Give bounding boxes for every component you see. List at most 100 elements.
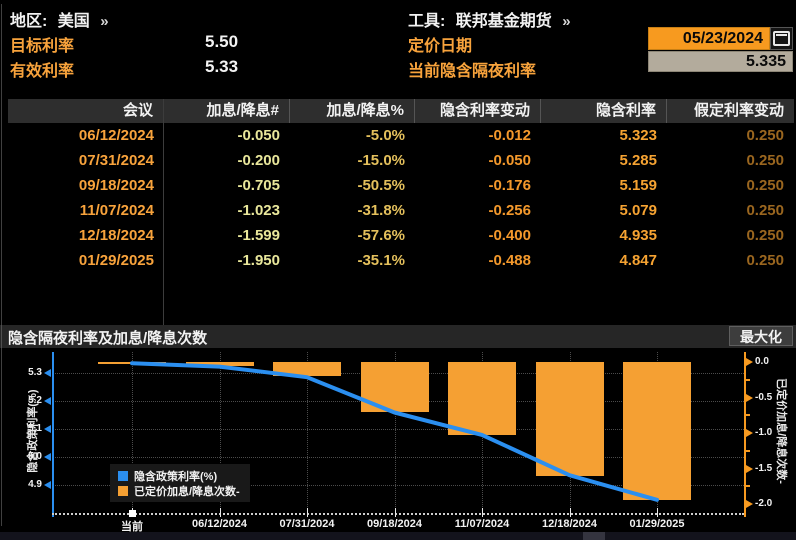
table-cell: 11/07/2024 — [79, 202, 154, 219]
right-axis-tick — [746, 393, 753, 402]
table-row[interactable]: 01/29/2025 -1.950 -35.1% -0.488 4.847 0.250 — [8, 248, 794, 273]
cut-bar — [623, 362, 691, 501]
right-axis-tick — [746, 429, 753, 437]
left-axis-tick — [44, 453, 51, 461]
table-cell: -0.400 — [488, 227, 531, 244]
x-axis-label: 11/07/2024 — [454, 518, 510, 530]
table-cell: 01/29/2025 — [78, 252, 154, 269]
x-axis-label: 01/29/2025 — [629, 518, 685, 530]
table-cell: -35.1% — [357, 252, 405, 269]
meetings-table: 06/12/2024 -0.050 -5.0% -0.012 5.323 0.250 07/… — [8, 123, 794, 273]
table-cell: -0.012 — [488, 127, 531, 144]
left-axis-tick-label: 5.3 — [28, 367, 42, 378]
table-cell: 12/18/2024 — [78, 227, 154, 244]
table-cell: 09/18/2024 — [78, 177, 154, 194]
tool-selector[interactable]: 工具: 联邦基金期货 » — [408, 7, 571, 31]
right-axis-tick-label: -0.5 — [755, 391, 773, 403]
right-axis-tick — [746, 500, 753, 508]
x-axis-tick — [307, 508, 308, 517]
table-cell: 0.250 — [746, 252, 784, 269]
right-axis-line — [744, 352, 746, 517]
cut-bar — [185, 362, 254, 366]
x-axis-label: 09/18/2024 — [366, 518, 423, 530]
effective-rate-label: 有效利率 — [10, 63, 75, 80]
chevron-right-icon: » — [100, 13, 109, 30]
table-cell: -31.8% — [357, 202, 405, 219]
current-date-marker[interactable] — [129, 510, 136, 517]
tool-value: 联邦基金期货 — [455, 13, 552, 30]
maximize-button[interactable]: 最大化 — [729, 326, 793, 346]
table-cell: -0.176 — [488, 177, 531, 194]
table-cell: -1.599 — [237, 227, 280, 244]
cut-bar — [535, 362, 604, 476]
legend-swatch-icon — [118, 485, 128, 496]
table-cell: 07/31/2024 — [78, 152, 154, 169]
table-cell: -0.705 — [237, 177, 280, 194]
region-label: 地区: — [10, 13, 48, 30]
table-row[interactable]: 07/31/2024 -0.200 -15.0% -0.050 5.285 0.250 — [8, 148, 794, 173]
legend-item: 隐含政策利率(%) — [118, 468, 240, 483]
left-axis-tick-label: 5.1 — [28, 423, 42, 434]
table-cell: -15.0% — [357, 152, 405, 169]
target-rate-label: 目标利率 — [10, 38, 75, 55]
table-row[interactable]: 06/12/2024 -0.050 -5.0% -0.012 5.323 0.250 — [8, 123, 794, 148]
left-axis-tick-label: 5.2 — [28, 395, 42, 406]
column-header: 会议 — [8, 99, 164, 123]
table-cell: 5.159 — [619, 177, 657, 194]
x-axis-tick — [569, 508, 571, 517]
window-left-edge — [1, 4, 2, 526]
region-selector[interactable]: 地区: 美国 » — [10, 7, 109, 31]
calendar-icon — [773, 31, 790, 46]
left-axis-tick — [44, 425, 51, 433]
chart-title: 隐含隔夜利率及加息/降息次数 — [8, 330, 208, 347]
x-axis-label: 12/18/2024 — [541, 518, 598, 530]
left-axis-tick — [44, 369, 51, 377]
left-axis-title: 隐含政策利率(%) — [27, 389, 39, 473]
calendar-button[interactable] — [770, 27, 793, 50]
cut-bar — [98, 362, 166, 364]
legend-swatch-icon — [118, 470, 128, 481]
target-rate-value: 5.50 — [205, 32, 239, 51]
chart-titlebar: 隐含隔夜利率及加息/降息次数 最大化 — [0, 325, 796, 348]
table-cell: -5.0% — [365, 127, 405, 144]
table-row[interactable]: 11/07/2024 -1.023 -31.8% -0.256 5.079 0.250 — [8, 198, 794, 223]
table-header-row: 会议 加息/降息# 加息/降息% 隐含利率变动 隐含利率 假定利率变动 — [8, 99, 794, 123]
column-header: 假定利率变动 — [693, 102, 784, 119]
table-cell: 06/12/2024 — [78, 127, 154, 144]
x-axis-tick — [657, 508, 658, 517]
table-row[interactable]: 12/18/2024 -1.599 -57.6% -0.400 4.935 0.250 — [8, 223, 794, 248]
right-axis-tick-label: -1.5 — [755, 462, 773, 474]
table-cell: 5.285 — [619, 152, 657, 169]
table-cell: -57.6% — [357, 227, 405, 244]
cut-bar — [360, 362, 429, 413]
table-cell: -0.488 — [488, 252, 531, 269]
column-header: 加息/降息% — [290, 99, 415, 123]
right-axis-tick-label: 0.0 — [755, 356, 769, 367]
right-axis-minor-tick — [745, 414, 750, 417]
right-axis-minor-tick — [745, 449, 750, 452]
x-axis-tick — [394, 508, 396, 517]
scrollbar-thumb[interactable] — [583, 532, 605, 540]
implied-overnight-value-field[interactable]: 5.335 — [648, 51, 793, 72]
pricing-date-input[interactable]: 05/23/2024 — [648, 27, 770, 50]
table-cell: 0.250 — [746, 177, 784, 194]
bottom-scrollbar[interactable] — [0, 532, 796, 540]
pricing-date-label: 定价日期 — [408, 38, 473, 55]
table-row[interactable]: 09/18/2024 -0.705 -50.5% -0.176 5.159 0.250 — [8, 173, 794, 198]
x-axis-line — [52, 513, 744, 515]
right-axis-tick-label: -1.0 — [755, 427, 773, 438]
table-cell: 5.079 — [619, 202, 657, 219]
tool-label: 工具: — [408, 13, 446, 30]
table-cell: -0.050 — [488, 152, 531, 169]
right-axis-title: 已定价加息/降息次数- — [775, 378, 787, 484]
column-header: 隐含利率变动 — [415, 99, 541, 123]
legend-label: 已定价加息/降息次数- — [134, 485, 240, 498]
table-cell: 4.935 — [619, 227, 657, 244]
chevron-right-icon: » — [562, 13, 571, 30]
x-axis-label: 当前 — [121, 521, 143, 533]
table-cell: 4.847 — [619, 252, 657, 269]
implied-overnight-label: 当前隐含隔夜利率 — [408, 63, 537, 80]
table-cell: 5.323 — [619, 127, 657, 144]
left-axis-line — [52, 352, 54, 517]
